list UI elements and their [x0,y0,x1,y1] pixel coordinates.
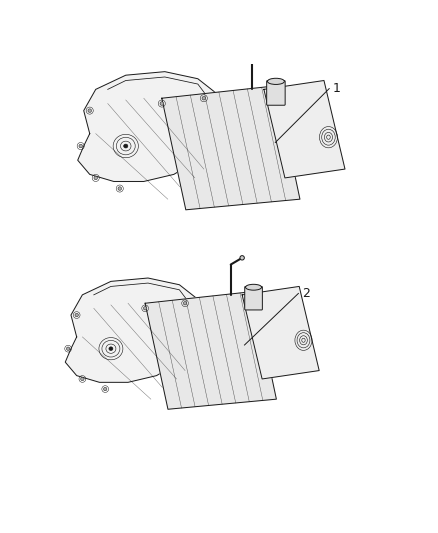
Circle shape [67,347,70,350]
Ellipse shape [109,347,113,351]
Text: 2: 2 [302,287,310,300]
Circle shape [261,48,266,53]
Text: 1: 1 [333,82,341,95]
Circle shape [75,313,78,317]
Ellipse shape [246,284,261,290]
Polygon shape [162,86,300,210]
Circle shape [103,387,107,391]
Circle shape [160,102,163,106]
Circle shape [144,306,147,310]
Circle shape [79,144,82,148]
Circle shape [184,302,187,305]
FancyBboxPatch shape [245,286,262,310]
Circle shape [94,176,98,180]
Ellipse shape [268,78,284,84]
Polygon shape [145,292,276,409]
Polygon shape [78,71,216,181]
Circle shape [88,109,92,112]
Circle shape [240,256,244,260]
Ellipse shape [124,144,128,148]
Circle shape [81,377,84,381]
Polygon shape [264,80,345,178]
Circle shape [202,96,205,100]
Circle shape [118,187,121,190]
Polygon shape [65,278,197,382]
Polygon shape [242,286,319,379]
FancyBboxPatch shape [267,80,285,105]
